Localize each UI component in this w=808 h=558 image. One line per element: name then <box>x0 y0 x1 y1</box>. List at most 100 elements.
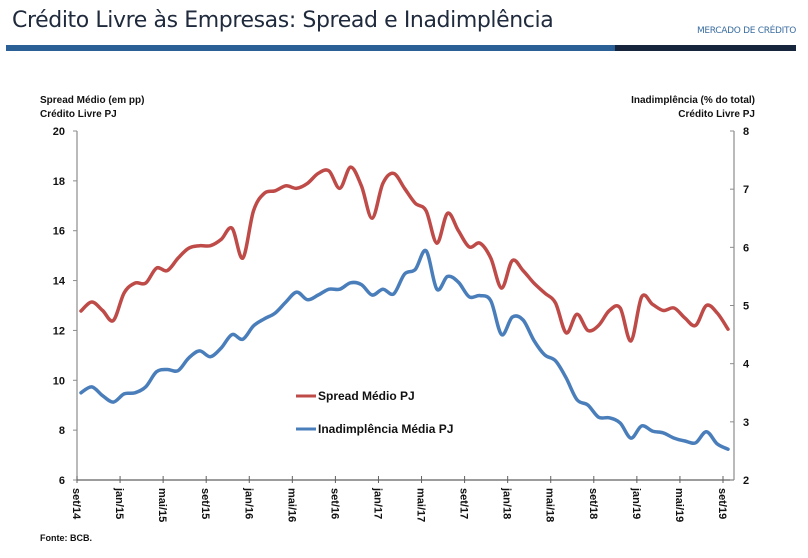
data-point-inadimplencia <box>457 280 460 284</box>
data-point-inadimplencia <box>543 353 546 357</box>
x-tick-label: jan/18 <box>501 487 513 519</box>
page-title: Crédito Livre às Empresas: Spread e Inad… <box>12 8 554 33</box>
data-point-inadimplencia <box>133 391 137 395</box>
data-point-inadimplencia <box>500 333 503 336</box>
data-point-inadimplencia <box>640 424 644 428</box>
x-tick-label: set/15 <box>199 488 211 519</box>
data-point-inadimplencia <box>338 287 342 291</box>
data-point-inadimplencia <box>715 442 719 446</box>
data-point-inadimplencia <box>413 268 417 271</box>
data-point-inadimplencia <box>608 416 611 420</box>
data-point-inadimplencia <box>532 339 536 342</box>
data-point-inadimplencia <box>511 315 514 319</box>
data-point-inadimplencia <box>284 300 288 304</box>
data-point-inadimplencia <box>672 436 676 440</box>
right-axis-title: Inadimplência (% do total) Crédito Livre… <box>631 94 755 122</box>
data-point-inadimplencia <box>446 275 449 278</box>
data-point-inadimplencia <box>586 403 590 407</box>
x-tick-label: jan/16 <box>242 487 254 519</box>
data-point-inadimplencia <box>79 391 83 395</box>
data-point-inadimplencia <box>90 385 94 389</box>
x-tick-label: mai/19 <box>673 488 685 522</box>
data-point-inadimplencia <box>694 441 697 445</box>
left-axis-title-line1: Spread Médio (em pp) <box>40 95 145 106</box>
data-point-inadimplencia <box>554 359 557 363</box>
right-axis-title-line2: Crédito Livre PJ <box>678 109 755 120</box>
header-divider-bar <box>6 45 615 51</box>
data-point-inadimplencia <box>306 298 309 301</box>
data-point-inadimplencia <box>564 376 568 380</box>
data-point-inadimplencia <box>575 398 579 402</box>
legend-label-spread: Spread Médio PJ <box>318 389 415 403</box>
data-point-inadimplencia <box>241 337 245 341</box>
left-y-tick-label: 18 <box>53 176 65 188</box>
data-point-inadimplencia <box>349 281 352 285</box>
data-point-inadimplencia <box>176 369 180 372</box>
data-point-inadimplencia <box>478 294 482 297</box>
right-y-tick-label: 7 <box>743 184 749 196</box>
x-tick-label: set/14 <box>70 488 82 520</box>
x-tick-label: jan/15 <box>113 487 125 519</box>
source-note: Fonte: BCB. <box>40 533 92 543</box>
section-label: MERCADO DE CRÉDITO <box>696 26 796 36</box>
data-point-inadimplencia <box>219 346 223 350</box>
legend: Spread Médio PJ Inadimplência Média PJ <box>296 389 453 436</box>
x-tick-label: jan/19 <box>630 487 642 519</box>
data-point-inadimplencia <box>263 317 266 321</box>
data-point-inadimplencia <box>165 368 169 371</box>
data-point-inadimplencia <box>112 400 115 404</box>
data-point-inadimplencia <box>360 283 363 286</box>
data-point-inadimplencia <box>597 415 600 419</box>
data-point-inadimplencia <box>662 431 665 435</box>
data-point-inadimplencia <box>381 287 385 291</box>
left-y-tick-label: 14 <box>53 276 66 288</box>
right-y-tick-label: 3 <box>743 417 749 429</box>
data-point-inadimplencia <box>467 295 471 299</box>
right-y-tick-label: 5 <box>743 301 749 313</box>
x-tick-label: set/16 <box>328 488 340 519</box>
right-y-tick-label: 8 <box>743 126 749 138</box>
data-point-inadimplencia <box>144 385 147 389</box>
data-point-inadimplencia <box>273 311 277 315</box>
data-point-inadimplencia <box>316 293 320 297</box>
x-tick-label: set/19 <box>716 488 728 519</box>
data-point-inadimplencia <box>435 287 439 291</box>
data-point-inadimplencia <box>726 447 730 451</box>
left-axis-title-line2: Crédito Livre PJ <box>40 109 117 120</box>
x-tick-label: jan/17 <box>371 487 383 519</box>
left-y-tick-label: 10 <box>53 375 65 387</box>
data-point-inadimplencia <box>521 318 525 322</box>
series-line-spread <box>79 165 730 343</box>
x-tick-label: mai/15 <box>156 488 168 522</box>
legend-label-inadimplencia: Inadimplência Média PJ <box>318 422 453 436</box>
right-y-tick-label: 2 <box>743 475 749 487</box>
left-y-tick-label: 16 <box>53 226 65 238</box>
x-tick-label: set/18 <box>587 488 599 519</box>
left-y-tick-label: 8 <box>59 425 65 437</box>
data-point-inadimplencia <box>705 430 708 434</box>
data-point-inadimplencia <box>230 333 234 336</box>
data-point-inadimplencia <box>629 436 633 440</box>
x-tick-label: mai/17 <box>415 488 427 522</box>
left-axis-title: Spread Médio (em pp) Crédito Livre PJ <box>40 94 144 122</box>
data-point-inadimplencia <box>101 394 104 397</box>
right-y-tick-label: 4 <box>743 359 750 371</box>
left-y-tick-label: 12 <box>53 325 65 337</box>
data-point-inadimplencia <box>209 355 212 358</box>
data-point-inadimplencia <box>403 272 406 276</box>
x-tick-label: mai/18 <box>544 488 556 522</box>
data-point-inadimplencia <box>122 392 126 396</box>
data-point-inadimplencia <box>489 299 493 303</box>
x-tick-label: mai/16 <box>285 488 297 522</box>
right-y-tick-label: 6 <box>743 242 749 254</box>
left-y-tick-label: 6 <box>59 475 65 487</box>
data-point-inadimplencia <box>392 292 396 296</box>
data-point-inadimplencia <box>327 287 331 291</box>
data-point-inadimplencia <box>370 293 374 297</box>
data-point-inadimplencia <box>198 349 201 353</box>
data-point-inadimplencia <box>651 429 654 433</box>
data-point-inadimplencia <box>424 249 428 253</box>
data-point-inadimplencia <box>252 324 255 328</box>
data-point-inadimplencia <box>155 370 158 374</box>
